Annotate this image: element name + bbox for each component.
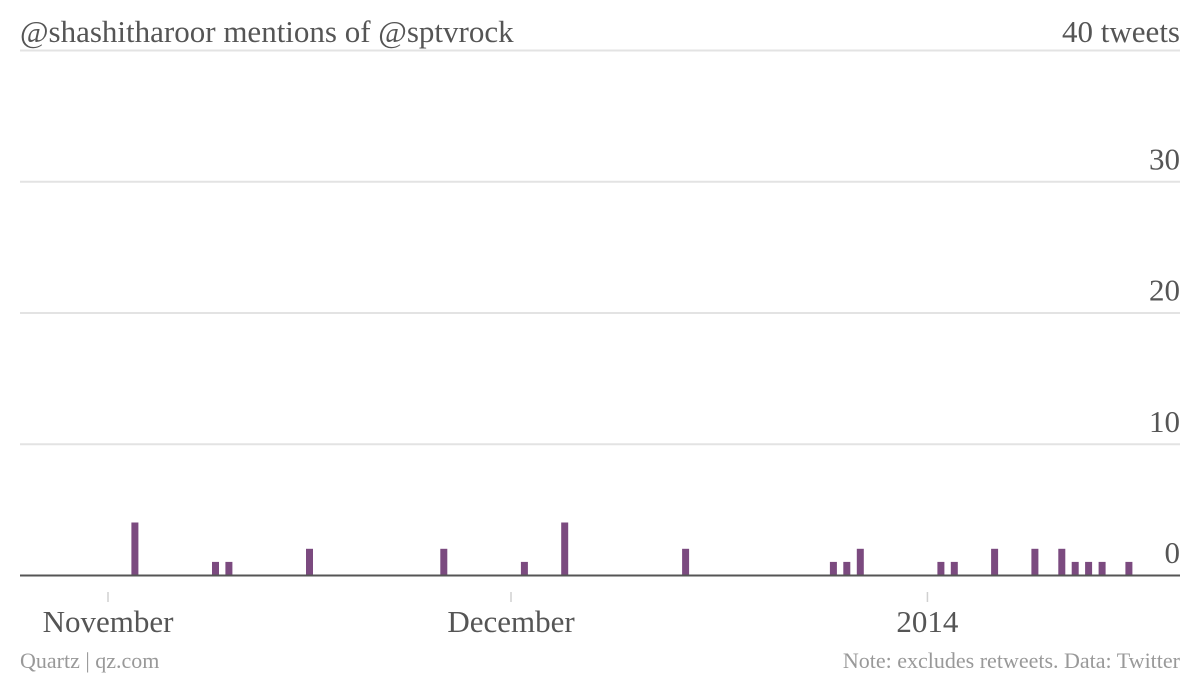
gridlines (20, 49, 1180, 446)
source-credit: Quartz | qz.com (20, 648, 159, 673)
y-tick-label: 0 (1165, 535, 1181, 570)
bar (1058, 548, 1066, 576)
bars (131, 522, 1133, 576)
x-axis-ticks: November December 2014 (43, 592, 959, 639)
x-tick-label: 2014 (896, 604, 959, 639)
y-tick-label: 10 (1149, 404, 1180, 439)
bar (1031, 548, 1039, 576)
bar (1071, 561, 1079, 575)
bar (212, 561, 219, 575)
bar (306, 548, 313, 576)
y-axis-ticks: 30 20 10 0 (1149, 141, 1180, 570)
y-axis-unit-label: 40 tweets (1062, 14, 1180, 49)
y-tick-label: 30 (1149, 141, 1180, 176)
chart-title: @shashitharoor mentions of @sptvrock (20, 14, 514, 49)
footer-note: Note: excludes retweets. Data: Twitter (843, 648, 1181, 673)
bar (520, 561, 528, 575)
bar (1098, 561, 1106, 575)
bar (829, 561, 837, 575)
bar (131, 522, 139, 575)
y-tick-label: 20 (1149, 273, 1180, 308)
x-tick-label: November (43, 604, 175, 639)
bar (843, 561, 851, 575)
bar (1125, 561, 1133, 575)
bar (950, 561, 958, 575)
bar (937, 561, 945, 575)
bar (682, 548, 690, 576)
x-tick-label: December (447, 604, 575, 639)
bar (856, 548, 864, 576)
bar (225, 561, 233, 575)
bar (1085, 561, 1093, 575)
bar (561, 522, 569, 575)
bar (991, 548, 999, 576)
bar (440, 548, 448, 576)
